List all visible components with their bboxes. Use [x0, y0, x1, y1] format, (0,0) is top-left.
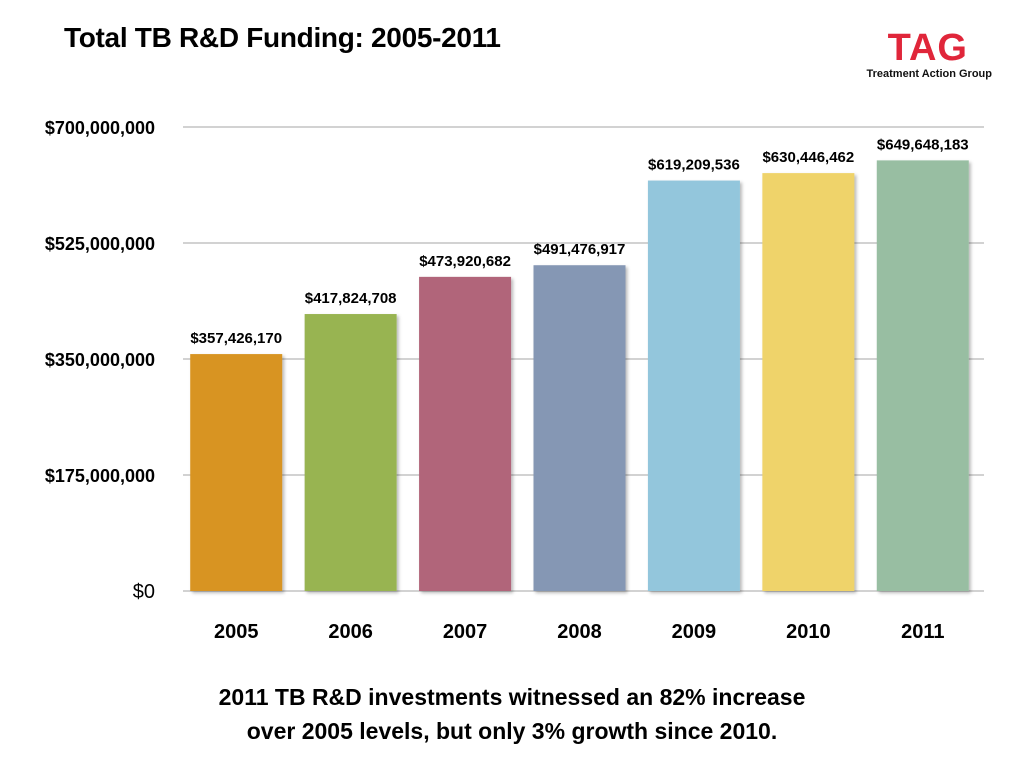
y-tick-label: $175,000,000 — [45, 466, 155, 486]
y-tick-label: $0 — [133, 581, 155, 603]
bar-value-label: $649,648,183 — [877, 136, 969, 153]
tag-logo: TAG Treatment Action Group — [866, 27, 993, 80]
bar-value-label: $357,426,170 — [190, 330, 282, 347]
y-tick-label: $700,000,000 — [45, 118, 155, 138]
bar-value-label: $630,446,462 — [762, 149, 854, 166]
bar — [419, 276, 512, 591]
bar — [533, 265, 626, 591]
y-tick-label: $350,000,000 — [45, 350, 155, 370]
x-tick-label: 2011 — [901, 621, 944, 643]
logo-mark: TAG — [887, 27, 968, 69]
bar — [876, 160, 969, 591]
logo-subtitle: Treatment Action Group — [866, 68, 993, 80]
x-tick-label: 2007 — [443, 621, 488, 643]
bar — [762, 173, 855, 591]
x-tick-label: 2005 — [214, 621, 259, 643]
x-tick-label: 2008 — [557, 621, 602, 643]
bar — [190, 354, 283, 591]
caption-line-1: 2011 TB R&D investments witnessed an 82%… — [218, 684, 806, 710]
bar-chart: $0 $175,000,000 $350,000,000 $525,000,000 $7… — [45, 118, 984, 643]
x-tick-label: 2010 — [786, 621, 831, 643]
bar-value-label: $473,920,682 — [419, 253, 511, 270]
y-tick-label: $525,000,000 — [45, 234, 155, 254]
caption-line-2: over 2005 levels, but only 3% growth sin… — [246, 718, 778, 744]
bar-value-label: $619,209,536 — [648, 157, 740, 174]
bar — [304, 314, 397, 591]
x-tick-label: 2006 — [328, 621, 373, 643]
bar-value-label: $417,824,708 — [305, 290, 397, 307]
chart-caption: 2011 TB R&D investments witnessed an 82%… — [0, 680, 1024, 748]
bar — [647, 180, 740, 591]
bar-value-label: $491,476,917 — [534, 241, 626, 258]
chart-title: Total TB R&D Funding: 2005-2011 — [64, 22, 501, 53]
x-tick-label: 2009 — [672, 621, 717, 643]
